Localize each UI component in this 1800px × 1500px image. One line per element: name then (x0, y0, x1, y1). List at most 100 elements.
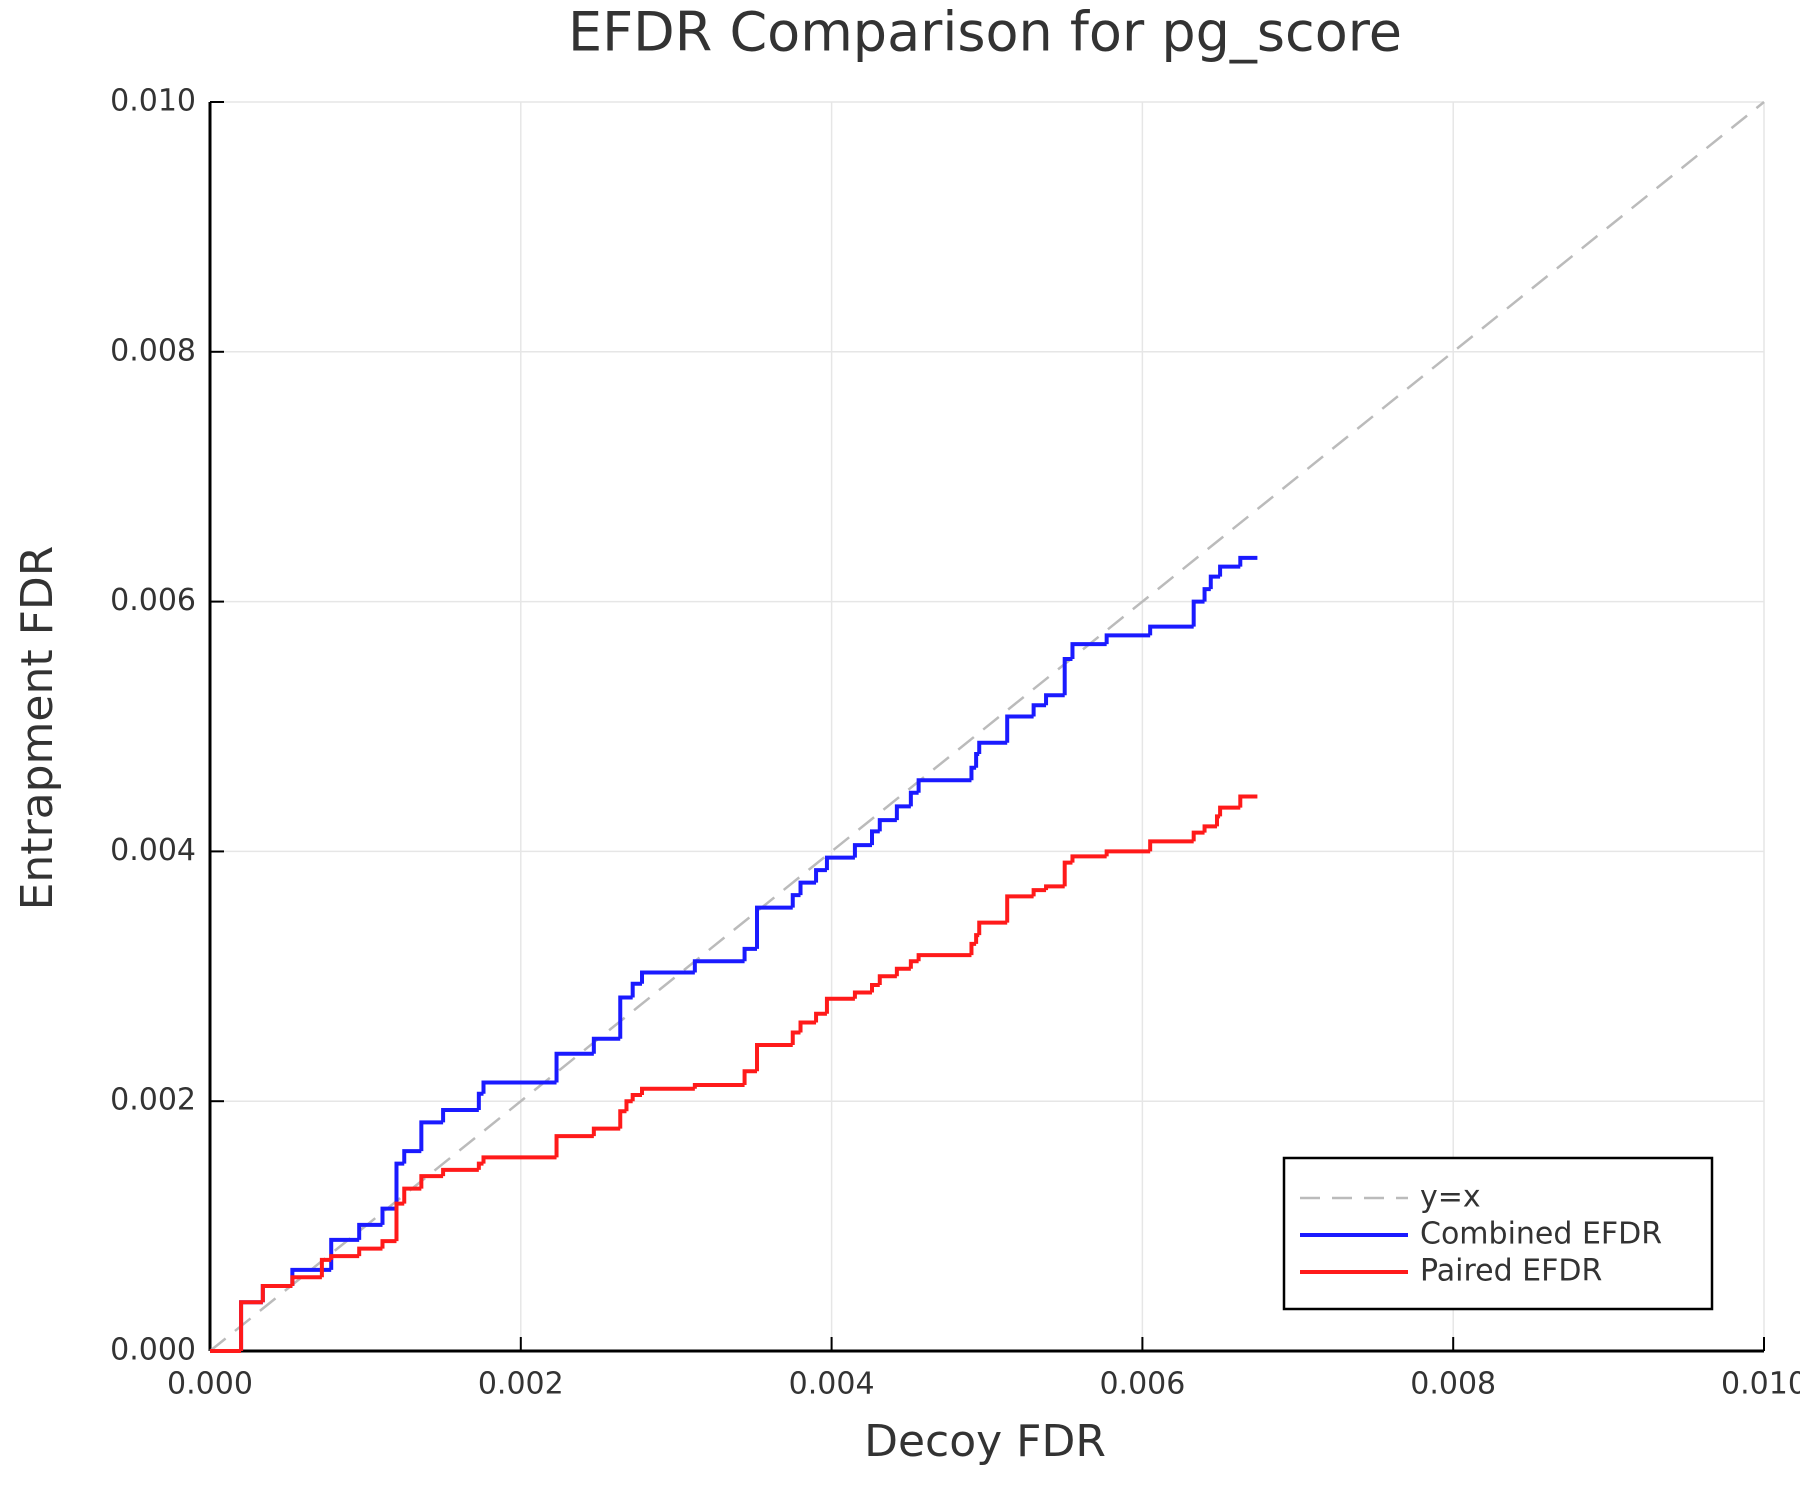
step-segment (755, 1042, 793, 1072)
y-tick-label: 0.006 (110, 583, 196, 618)
step-segment (824, 855, 855, 871)
step-segment (894, 966, 911, 977)
step-segment (877, 818, 897, 832)
step-segment (692, 959, 745, 973)
step-segment (481, 1080, 557, 1094)
step-segment (554, 1051, 594, 1083)
y-tick-label: 0.010 (110, 84, 196, 119)
step-segment (692, 1082, 745, 1089)
step-segment (1062, 860, 1073, 887)
step-segment (380, 1206, 397, 1225)
step-segment (476, 1091, 484, 1110)
step-segment (357, 1246, 383, 1257)
step-segment (1218, 564, 1241, 577)
step-segment (394, 1201, 405, 1242)
step-segment (814, 1011, 827, 1023)
step-segment (977, 740, 1008, 754)
step-segment (591, 1126, 621, 1137)
step-segment (329, 1254, 360, 1260)
step-segment (852, 843, 873, 858)
x-axis-label: Decoy FDR (864, 1416, 1106, 1467)
step-segment (870, 829, 880, 846)
step-segment (591, 1036, 621, 1054)
step-segment (1062, 657, 1073, 696)
step-segment (798, 880, 817, 896)
step-segment (1031, 888, 1047, 897)
step-segment (908, 790, 919, 807)
step-segment (852, 990, 873, 999)
y-tick-label: 0.004 (110, 833, 196, 868)
step-segment (1191, 830, 1205, 842)
step-segment (319, 1257, 332, 1278)
x-tick-label: 0.006 (1099, 1367, 1185, 1402)
step-segment (824, 996, 855, 1014)
step-segment (1238, 794, 1258, 808)
step-segment (1208, 574, 1221, 590)
y-tick-label: 0.008 (110, 333, 196, 368)
step-segment (380, 1239, 397, 1249)
step-segment (630, 1092, 643, 1102)
step-segment (1202, 587, 1211, 602)
step-segment (916, 953, 972, 962)
x-tick-label: 0.008 (1410, 1367, 1496, 1402)
step-segment (1044, 693, 1065, 706)
x-tick-label: 0.000 (167, 1367, 253, 1402)
x-tick-label: 0.004 (789, 1367, 875, 1402)
step-segment (441, 1167, 479, 1177)
step-segment (790, 1030, 801, 1045)
step-segment (1148, 624, 1194, 636)
step-segment (814, 868, 827, 883)
legend-label: Combined EFDR (1420, 1217, 1662, 1252)
step-segment (977, 920, 1008, 936)
step-segment (290, 1275, 322, 1287)
step-segment (1044, 884, 1065, 891)
step-segment (1148, 839, 1194, 852)
step-segment (394, 1161, 405, 1209)
step-segment (239, 1300, 263, 1351)
step-segment (908, 959, 919, 969)
step-segment (1238, 555, 1258, 567)
step-segment (630, 981, 643, 998)
step-segment (742, 946, 758, 962)
step-segment (1070, 642, 1107, 660)
step-segment (894, 804, 911, 821)
step-segment (260, 1284, 293, 1303)
step-segment (640, 1086, 695, 1095)
step-segment (1070, 854, 1107, 863)
legend-label: y=x (1420, 1180, 1481, 1215)
step-segment (357, 1222, 383, 1240)
step-segment (624, 1099, 633, 1112)
step-segment (1005, 714, 1034, 743)
step-segment (419, 1174, 444, 1189)
step-segment (1218, 805, 1241, 817)
reference-line (209, 101, 1765, 1352)
step-segment (1031, 703, 1047, 717)
step-segment (402, 1149, 422, 1164)
y-axis-label: Entrapment FDR (12, 546, 63, 911)
step-segment (790, 893, 801, 908)
step-segment (877, 974, 897, 986)
y-tick-label: 0.000 (110, 1333, 196, 1368)
step-segment (870, 983, 880, 993)
step-segment (618, 995, 633, 1039)
step-segment (742, 1069, 758, 1085)
step-segment (419, 1120, 444, 1152)
step-segment (1104, 849, 1151, 857)
step-segment (1202, 824, 1217, 833)
step-segment (798, 1020, 817, 1033)
step-segment (481, 1155, 557, 1164)
step-segment (618, 1109, 627, 1129)
step-segment (640, 970, 695, 984)
x-tick-label: 0.010 (1721, 1367, 1800, 1402)
chart-title: EFDR Comparison for pg_score (568, 1, 1402, 64)
y-tick-label: 0.002 (110, 1083, 196, 1118)
step-segment (916, 778, 972, 793)
step-segment (402, 1186, 422, 1204)
legend-label: Paired EFDR (1420, 1254, 1602, 1289)
step-segment (554, 1134, 594, 1158)
x-tick-label: 0.002 (478, 1367, 564, 1402)
step-segment (1104, 633, 1151, 645)
step-segment (1191, 599, 1205, 627)
